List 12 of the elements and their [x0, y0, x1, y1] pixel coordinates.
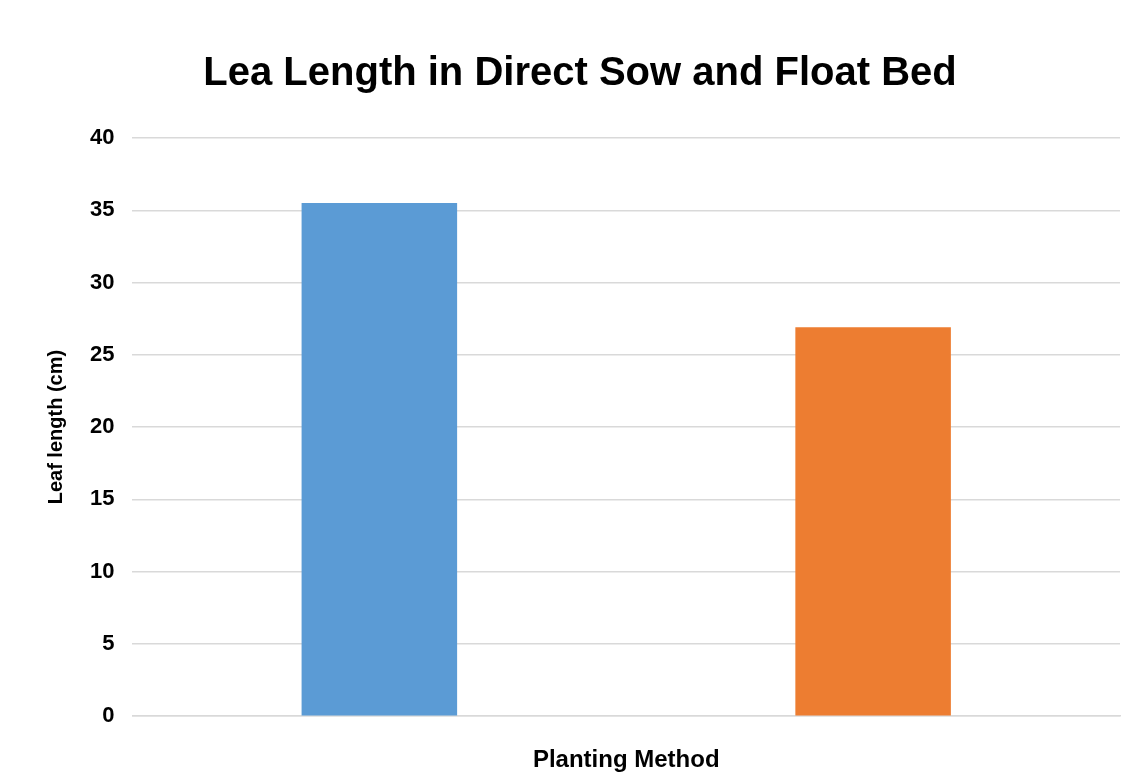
y-tick-label: 0	[102, 702, 115, 728]
y-tick-label: 15	[89, 485, 115, 511]
y-axis-title: Leaf length (cm)	[43, 349, 66, 505]
y-tick-label: 10	[89, 557, 115, 583]
y-tick-label: 40	[89, 124, 115, 150]
y-tick-label: 20	[89, 413, 115, 439]
chart-title: Lea Length in Direct Sow and Float Bed	[203, 49, 957, 94]
y-tick-label: 30	[89, 268, 115, 294]
y-tick-label: 35	[89, 196, 115, 222]
y-tick-label: 25	[89, 340, 115, 366]
y-tick-label: 5	[102, 629, 115, 655]
x-axis-title: Planting Method	[532, 745, 720, 773]
